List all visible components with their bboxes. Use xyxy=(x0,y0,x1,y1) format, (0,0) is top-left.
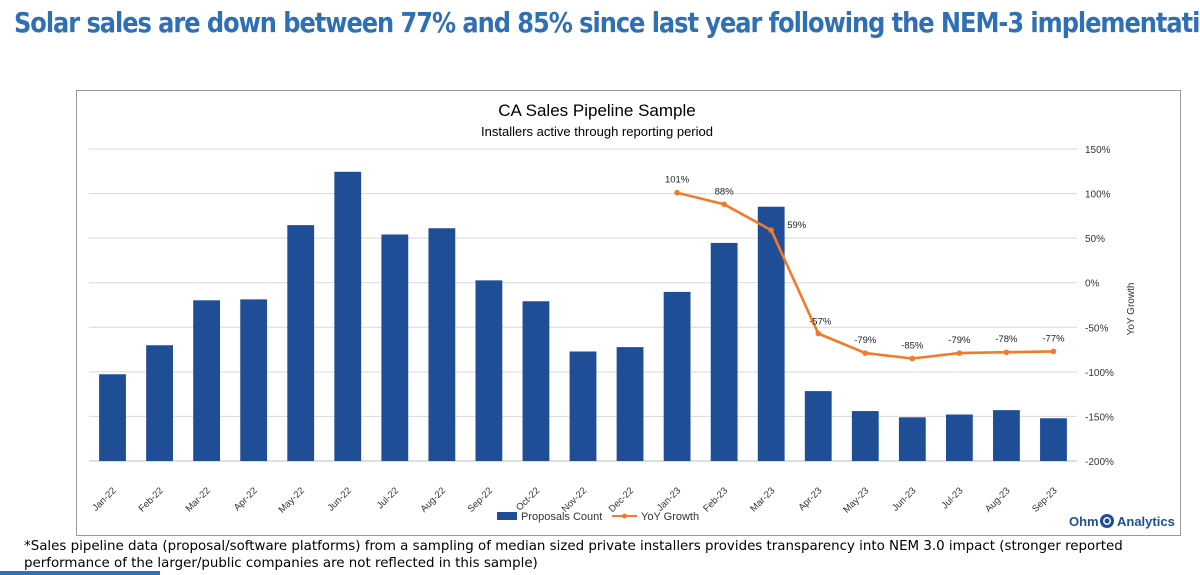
line-point xyxy=(909,355,916,362)
legend-line-label: YoY Growth xyxy=(641,511,699,523)
data-label: 59% xyxy=(787,220,807,231)
footnote: *Sales pipeline data (proposal/software … xyxy=(24,539,1123,571)
logo-mark-inner xyxy=(1103,517,1111,525)
line-point xyxy=(1050,348,1057,355)
x-tick-label: May-22 xyxy=(277,485,307,515)
x-tick-label: Sep-22 xyxy=(466,485,495,514)
bar xyxy=(334,171,362,461)
x-tick-label: Jan-23 xyxy=(655,485,683,513)
y2-tick-label: -50% xyxy=(1085,323,1108,334)
x-tick-label: Apr-22 xyxy=(232,485,260,513)
x-tick-label: Mar-23 xyxy=(748,485,777,514)
legend: Proposals Count YoY Growth xyxy=(497,511,699,523)
line-point xyxy=(862,350,869,356)
x-tick-label: Feb-23 xyxy=(701,485,730,514)
headline: Solar sales are down between 77% and 85%… xyxy=(14,6,1200,39)
legend-bar-swatch xyxy=(497,512,517,520)
x-tick-label: Jun-22 xyxy=(326,485,354,513)
line-series: 101% 88% 59% -57% -79% -85% -79% -78% -77% xyxy=(665,175,1065,362)
line-point xyxy=(1003,349,1010,356)
bar xyxy=(710,242,738,461)
bar xyxy=(616,347,644,461)
x-tick-label: Oct-22 xyxy=(514,485,542,513)
y2-tick-label: 0% xyxy=(1085,279,1100,290)
bar xyxy=(993,410,1020,461)
chart-title: CA Sales Pipeline Sample xyxy=(498,101,696,120)
chart-subtitle: Installers active through reporting peri… xyxy=(481,124,713,139)
line-point xyxy=(956,350,963,356)
bar xyxy=(945,414,973,461)
bar xyxy=(804,391,832,461)
bar-series xyxy=(99,171,1067,461)
x-tick-label: Jul-22 xyxy=(375,485,401,511)
legend-line-marker xyxy=(622,513,627,519)
y2-tick-label: -100% xyxy=(1085,368,1114,379)
chart-frame: CA Sales Pipeline Sample Installers acti… xyxy=(76,90,1181,536)
bar xyxy=(287,225,315,461)
logo: Ohm Analytics xyxy=(1069,514,1175,529)
x-tick-label: Sep-23 xyxy=(1030,485,1059,514)
bar xyxy=(146,345,173,461)
x-tick-label: Aug-23 xyxy=(983,485,1012,514)
bar xyxy=(522,301,550,461)
logo-mark-icon xyxy=(1100,514,1114,528)
bar xyxy=(193,300,221,461)
line-point xyxy=(815,330,822,337)
bar xyxy=(475,280,503,461)
bar xyxy=(99,374,126,461)
y2-tick-label: -150% xyxy=(1085,412,1114,423)
data-label: -85% xyxy=(901,340,924,351)
bar xyxy=(663,291,691,461)
y2-tick-label: 150% xyxy=(1085,145,1111,156)
logo-text-ohm: Ohm xyxy=(1069,514,1099,529)
bar xyxy=(569,351,597,461)
legend-bar-label: Proposals Count xyxy=(521,511,602,523)
data-label: -79% xyxy=(948,335,971,346)
bar xyxy=(757,206,785,461)
data-label: 88% xyxy=(715,186,735,197)
x-tick-label: Dec-22 xyxy=(607,485,636,514)
y2-axis-ticks: 150% 100% 50% 0% -50% -100% -150% -200% xyxy=(1085,145,1114,468)
y2-tick-label: -200% xyxy=(1085,457,1114,468)
x-tick-label: Aug-22 xyxy=(419,485,448,514)
x-tick-label: Jun-23 xyxy=(890,485,918,513)
line-point xyxy=(674,189,680,196)
data-label: -77% xyxy=(1042,333,1065,344)
bar xyxy=(240,299,268,461)
data-label: -79% xyxy=(854,335,877,346)
line-point xyxy=(721,201,727,208)
bottom-rule xyxy=(0,571,160,575)
x-tick-label: Feb-22 xyxy=(137,485,166,514)
bar xyxy=(1040,418,1067,461)
data-label: -57% xyxy=(809,317,832,328)
x-tick-label: Apr-23 xyxy=(796,485,824,513)
line-point xyxy=(768,227,774,233)
bar xyxy=(851,411,879,461)
bar xyxy=(381,234,409,461)
y2-tick-label: 50% xyxy=(1085,234,1105,245)
x-tick-label: Jul-23 xyxy=(939,485,965,511)
x-tick-label: Mar-22 xyxy=(184,485,213,514)
data-label: 101% xyxy=(665,175,690,186)
bar xyxy=(898,417,926,461)
logo-text-analytics: Analytics xyxy=(1117,514,1175,529)
y2-tick-label: 100% xyxy=(1085,190,1111,201)
data-label: -78% xyxy=(995,334,1018,345)
y2-axis-label: YoY Growth xyxy=(1126,283,1137,336)
x-tick-label: May-23 xyxy=(841,485,871,515)
proposals-chart: CA Sales Pipeline Sample Installers acti… xyxy=(89,101,1175,529)
x-tick-label: Jan-22 xyxy=(90,485,118,513)
bar xyxy=(428,228,456,461)
